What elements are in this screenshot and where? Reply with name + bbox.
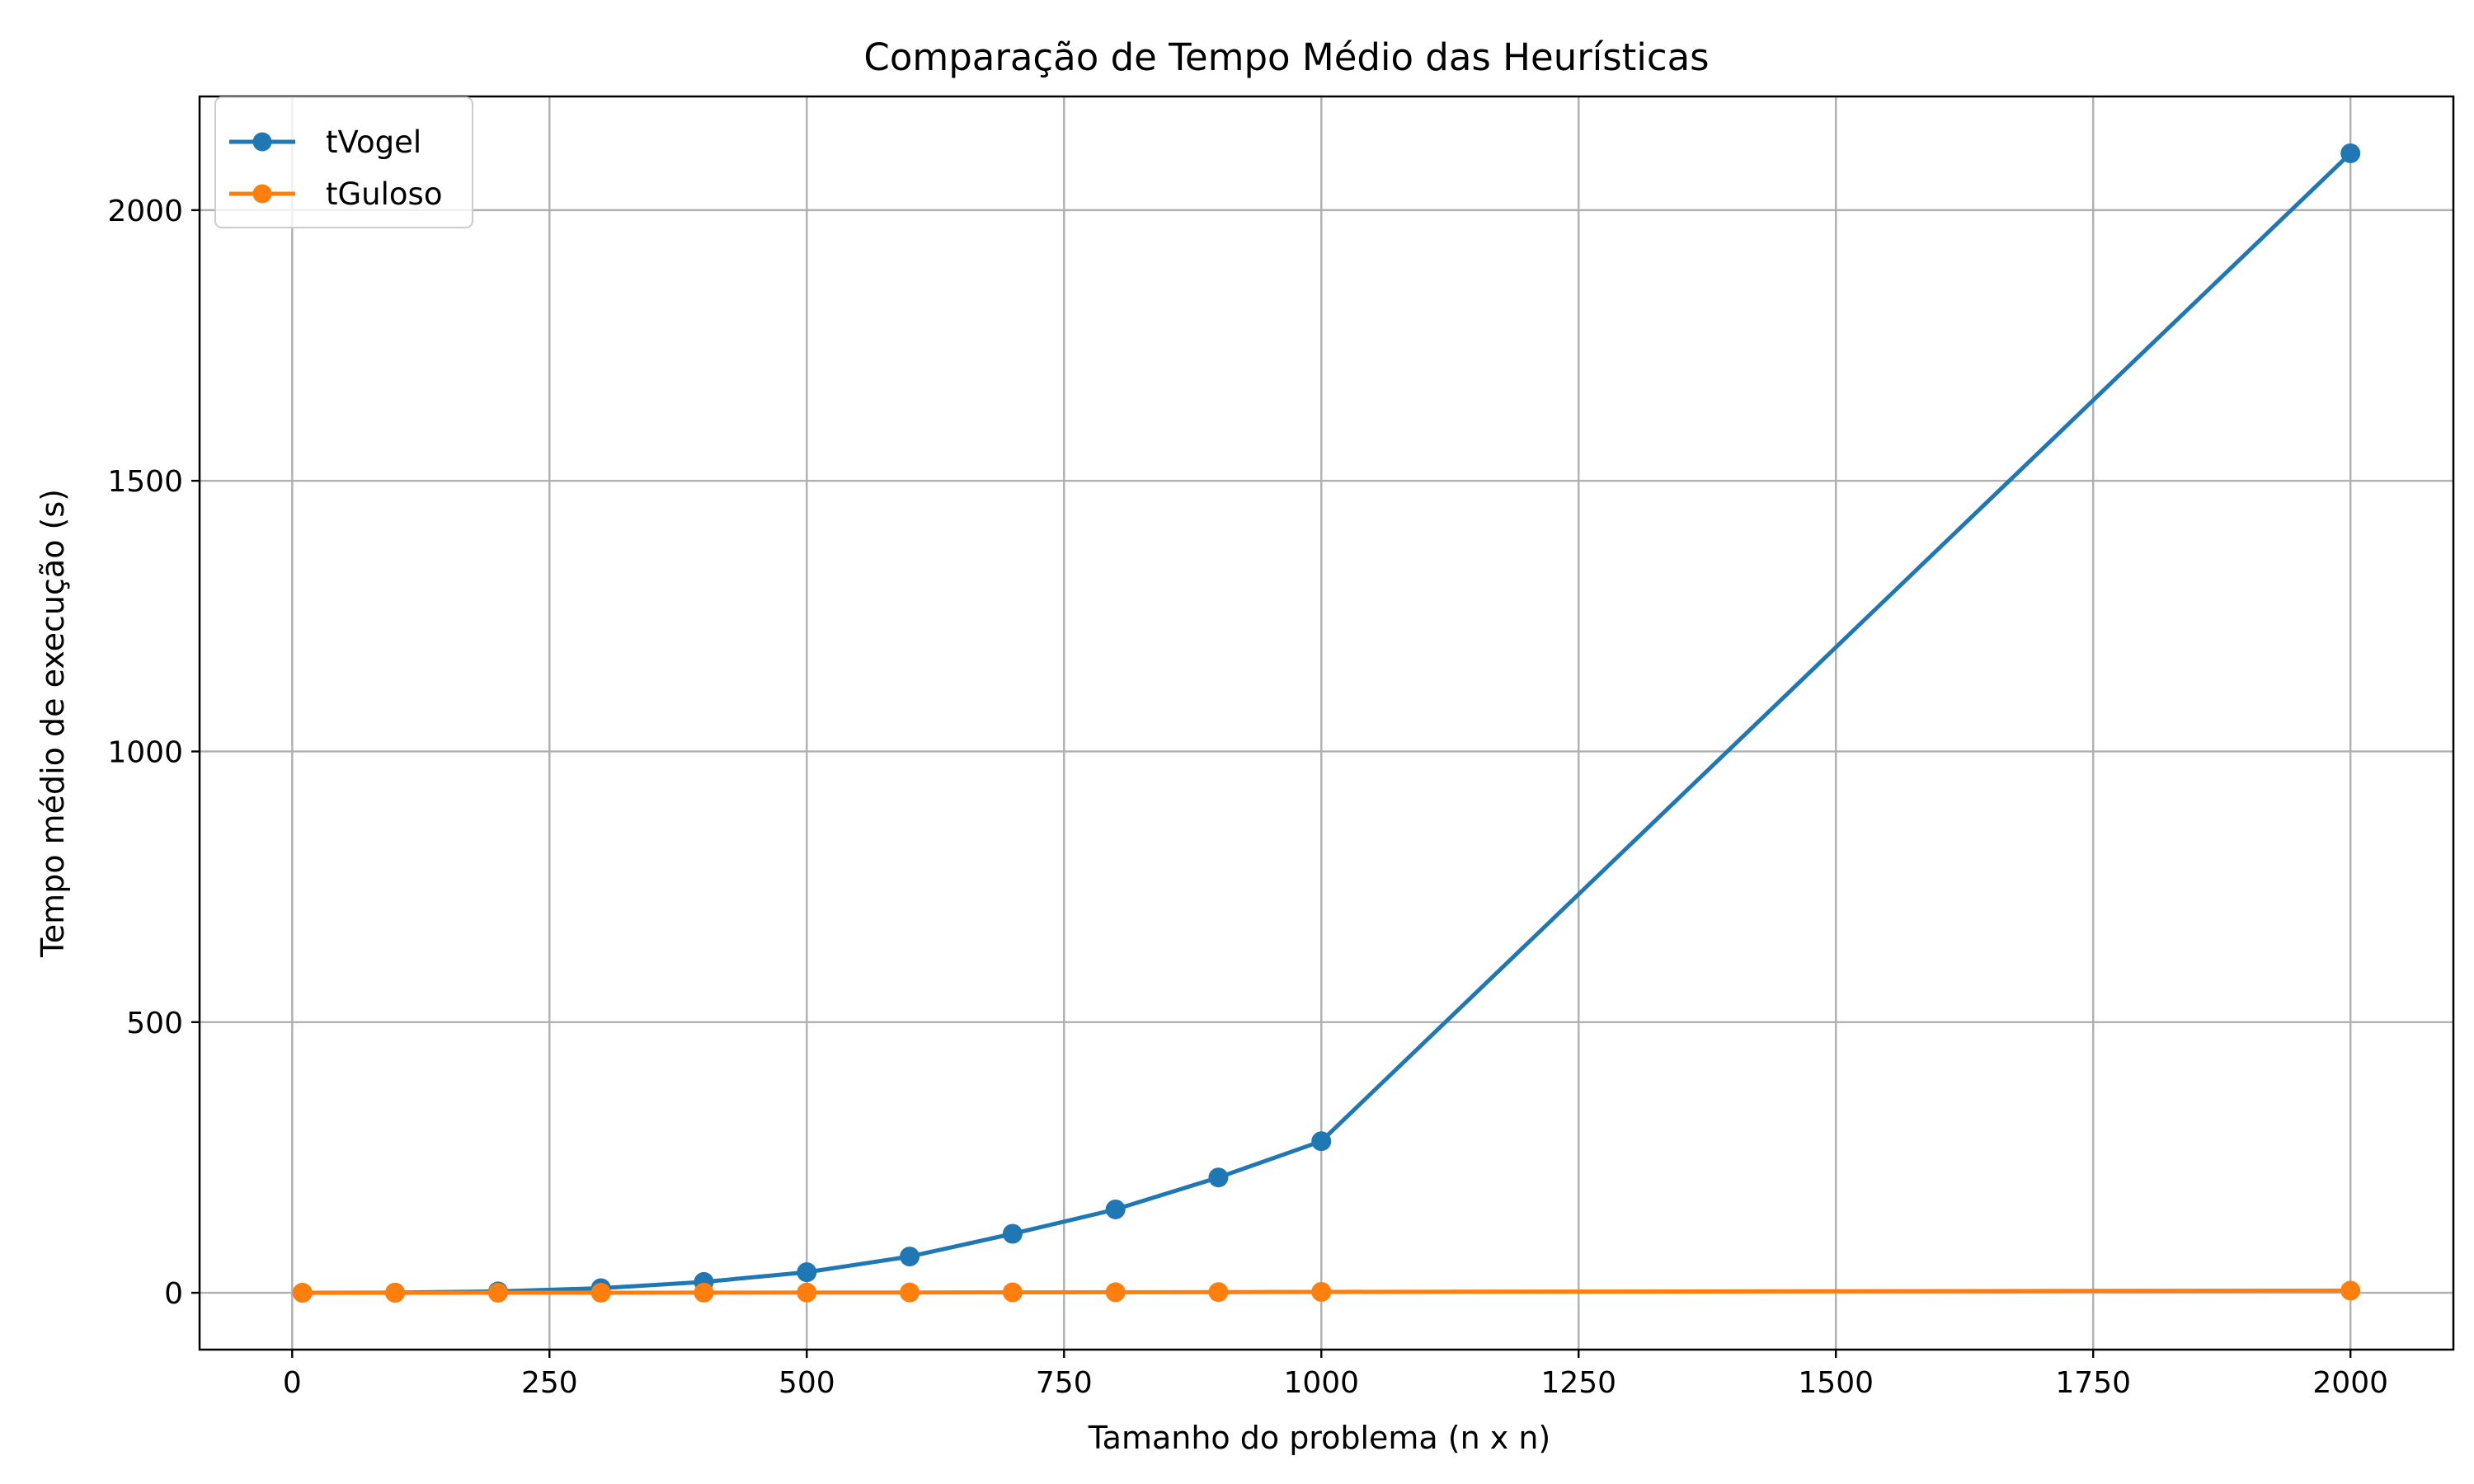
x-tick-label: 500 bbox=[778, 1366, 835, 1400]
y-axis-ticks: 0 500 1000 1500 2000 bbox=[107, 195, 200, 1311]
data-point-tguloso bbox=[1311, 1282, 1332, 1303]
data-point-tguloso bbox=[590, 1282, 611, 1303]
legend-label-tguloso: tGuloso bbox=[326, 176, 442, 212]
data-point-tguloso bbox=[487, 1283, 508, 1303]
y-tick-label: 0 bbox=[164, 1277, 183, 1311]
y-tick-label: 2000 bbox=[107, 195, 183, 228]
data-point-tvogel bbox=[797, 1262, 817, 1283]
data-point-tvogel bbox=[900, 1247, 920, 1267]
legend: tVogel tGuloso bbox=[214, 96, 473, 228]
x-tick-label: 1250 bbox=[1540, 1366, 1616, 1400]
chart-title: Comparação de Tempo Médio das Heurística… bbox=[863, 35, 1709, 79]
data-point-tvogel bbox=[1105, 1199, 1126, 1219]
data-point-tvogel bbox=[1002, 1223, 1023, 1244]
x-tick-label: 0 bbox=[283, 1366, 302, 1400]
data-point-tguloso bbox=[2340, 1280, 2361, 1301]
data-point-tguloso bbox=[385, 1283, 406, 1303]
data-point-tguloso bbox=[797, 1282, 817, 1303]
x-tick-label: 250 bbox=[521, 1366, 578, 1400]
legend-marker-tguloso bbox=[252, 184, 272, 204]
y-tick-label: 1500 bbox=[107, 465, 183, 499]
series-tguloso bbox=[292, 1280, 2361, 1303]
y-tick-label: 500 bbox=[126, 1007, 183, 1040]
x-tick-label: 1000 bbox=[1283, 1366, 1359, 1400]
data-point-tguloso bbox=[1002, 1282, 1023, 1303]
data-point-tvogel bbox=[1208, 1167, 1229, 1188]
legend-marker-tvogel bbox=[252, 132, 272, 152]
data-point-tvogel bbox=[2340, 143, 2361, 163]
plot-frame bbox=[198, 95, 2455, 1351]
series-layer bbox=[292, 143, 2361, 1303]
data-point-tguloso bbox=[1208, 1282, 1229, 1303]
x-axis-label: Tamanho do problema (n x n) bbox=[1088, 1420, 1551, 1456]
x-tick-label: 2000 bbox=[2312, 1366, 2388, 1400]
x-axis-ticks: 0 250 500 750 1000 1250 1500 1750 2000 bbox=[283, 1350, 2388, 1400]
legend-label-tvogel: tVogel bbox=[326, 124, 421, 160]
data-point-tguloso bbox=[900, 1282, 920, 1303]
data-point-tguloso bbox=[1105, 1282, 1126, 1303]
y-tick-label: 1000 bbox=[107, 735, 183, 769]
series-line-tguloso bbox=[302, 1288, 2351, 1295]
x-tick-label: 750 bbox=[1036, 1366, 1093, 1400]
y-axis-label: Tempo médio de execução (s) bbox=[35, 489, 71, 958]
x-tick-label: 1500 bbox=[1798, 1366, 1874, 1400]
data-point-tvogel bbox=[1311, 1131, 1332, 1152]
x-tick-label: 1750 bbox=[2055, 1366, 2131, 1400]
data-point-tguloso bbox=[292, 1283, 313, 1303]
data-point-tguloso bbox=[694, 1282, 714, 1303]
